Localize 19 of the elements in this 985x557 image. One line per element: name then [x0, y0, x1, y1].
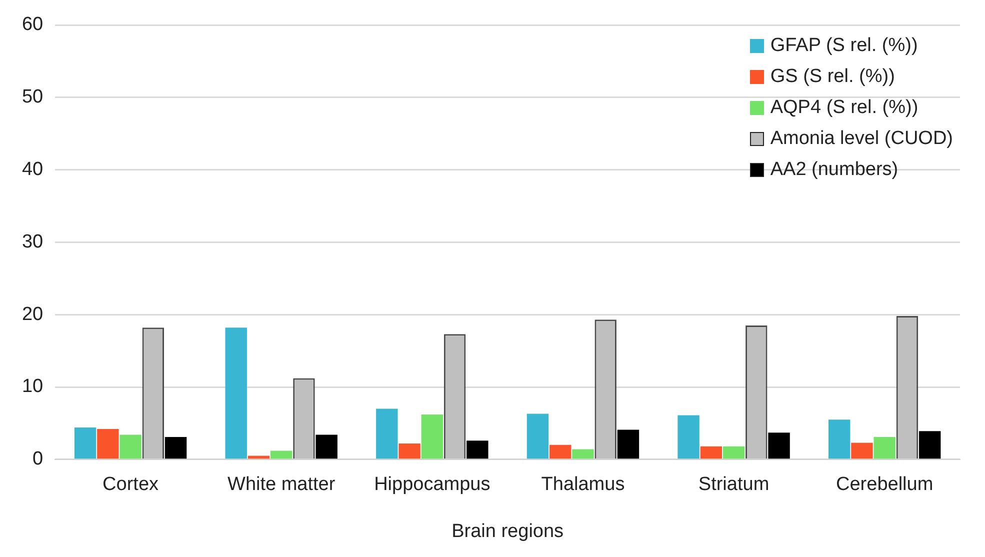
y-tick-label: 0 [32, 448, 44, 470]
x-tick-label: Cerebellum [836, 474, 934, 496]
legend-label: GFAP (S rel. (%)) [770, 34, 918, 58]
x-axis-title: Brain regions [452, 520, 564, 542]
x-tick-label: White matter [228, 474, 336, 496]
x-tick-label: Cortex [102, 474, 160, 496]
y-tick-label: 50 [22, 86, 44, 108]
legend-label: AQP4 (S rel. (%)) [770, 96, 918, 120]
x-tick-label: Striatum [698, 474, 770, 496]
legend-label: GS (S rel. (%)) [770, 65, 895, 89]
y-tick-label: 40 [22, 159, 44, 180]
y-tick-label: 20 [22, 304, 44, 325]
y-tick-label: 10 [22, 376, 44, 398]
legend-label: Amonia level (CUOD) [770, 127, 953, 151]
x-tick-label: Thalamus [541, 474, 625, 496]
y-tick-label: 30 [22, 231, 44, 252]
x-tick-label: Hippocampus [374, 474, 490, 496]
legend-label: AA2 (numbers) [770, 158, 898, 182]
y-tick-label: 60 [22, 14, 44, 36]
